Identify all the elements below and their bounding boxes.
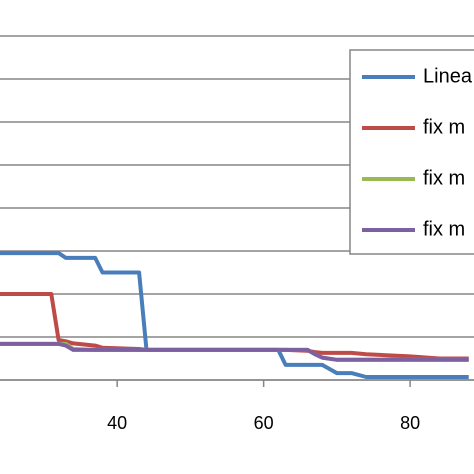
legend-label: fix m	[423, 116, 465, 138]
x-tick-label: 60	[254, 413, 274, 433]
x-tick-label: 80	[400, 413, 420, 433]
legend-label: Linea	[423, 65, 473, 87]
plot-area: 40 60 80	[0, 35, 474, 433]
legend: Linea fix m fix m fix m	[349, 49, 474, 255]
series-line	[0, 341, 469, 362]
legend-box	[349, 49, 474, 255]
legend-label: fix m	[423, 167, 465, 189]
legend-label: fix m	[423, 218, 465, 240]
x-tick-label: 40	[107, 413, 127, 433]
